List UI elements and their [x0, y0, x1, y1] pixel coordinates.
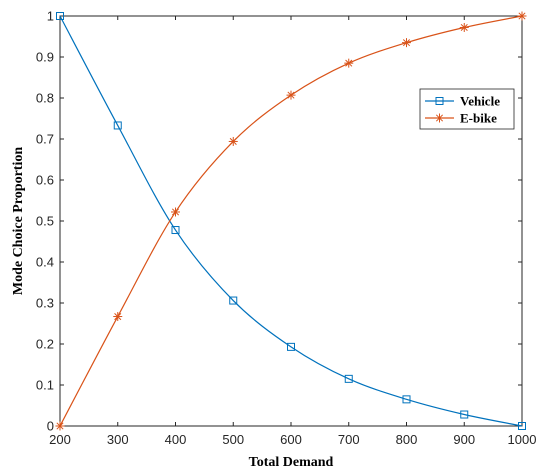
marker-square [435, 97, 444, 105]
marker-asterisk [344, 58, 354, 68]
marker-square [287, 342, 295, 351]
y-tick-label: 1 [47, 9, 54, 24]
x-axis-label: Total Demand [249, 455, 334, 470]
marker-asterisk [286, 90, 296, 100]
y-tick-label: 0.3 [36, 296, 54, 311]
legend: Vehicle E-bike [419, 88, 515, 130]
y-tick-label: 0 [47, 419, 54, 434]
marker-asterisk [55, 421, 65, 431]
ticks-layer: 200 300 400 500 600 700 800 900 1000 0 0.1 0.2 0.3 0.… [36, 9, 537, 448]
x-tick-label: 400 [165, 432, 187, 447]
marker-square [113, 121, 122, 130]
marker-square [402, 395, 411, 404]
y-tick-label: 0.5 [36, 214, 54, 229]
legend-box [419, 88, 515, 130]
y-axis-label: Mode Choice Proportion [11, 147, 26, 295]
y-tick-label: 0.6 [36, 173, 54, 188]
marker-square [171, 226, 180, 235]
marker-asterisk [517, 11, 527, 21]
y-tick-label: 0.2 [36, 337, 54, 352]
marker-square [460, 410, 469, 419]
y-tick-label: 0.4 [36, 255, 54, 270]
x-tick-label: 1000 [508, 432, 537, 447]
y-tick-label: 0.1 [36, 378, 54, 393]
x-tick-label: 600 [280, 432, 302, 447]
x-tick-label: 700 [338, 432, 360, 447]
plot-area [59, 15, 523, 427]
series-layer [55, 11, 527, 431]
marker-square [344, 374, 353, 383]
marker-asterisk [435, 113, 444, 123]
marker-asterisk [402, 38, 411, 48]
series-line-vehicle [59, 15, 523, 427]
x-tick-label: 300 [107, 432, 129, 447]
x-tick-label: 800 [396, 432, 418, 447]
x-tick-label: 500 [222, 432, 244, 447]
marker-square [518, 422, 526, 430]
y-tick-label: 0.7 [36, 132, 54, 147]
legend-label-e-bike: E-bike [460, 111, 497, 126]
marker-asterisk [228, 136, 238, 146]
marker-square [56, 12, 64, 20]
x-tick-label: 200 [49, 432, 71, 447]
marker-asterisk [459, 22, 469, 32]
marker-asterisk [113, 312, 123, 322]
y-tick-label: 0.8 [36, 91, 54, 106]
marker-square [229, 296, 238, 305]
legend-items: Vehicle E-bike [425, 94, 500, 126]
y-tick-label: 0.9 [36, 50, 54, 65]
marker-asterisk [171, 207, 180, 217]
legend-label-vehicle: Vehicle [460, 94, 500, 109]
x-tick-label: 900 [453, 432, 475, 447]
series-line-e-bike [59, 15, 523, 427]
